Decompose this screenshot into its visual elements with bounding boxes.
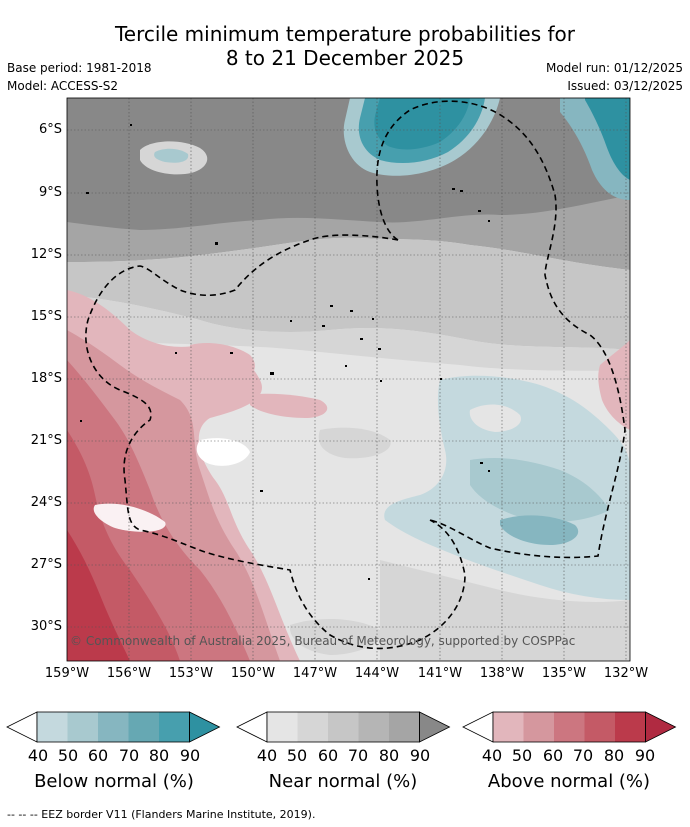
above-colorbar-segment bbox=[554, 712, 585, 742]
near-tick-60: 60 bbox=[317, 746, 339, 765]
graticule bbox=[67, 98, 630, 661]
near-normal-50-region bbox=[67, 295, 630, 371]
below-normal-north-core bbox=[374, 98, 470, 150]
lat-label-30s: 30°S bbox=[30, 619, 62, 634]
lon-label-135w: 135°W bbox=[541, 666, 587, 681]
near-normal-sliver bbox=[469, 404, 521, 432]
near-tick-90: 90 bbox=[409, 746, 431, 765]
near-colorbar-segment bbox=[328, 712, 359, 742]
above-normal-central-spot bbox=[190, 343, 255, 387]
colorbar-near bbox=[236, 711, 451, 743]
lon-label-138w: 138°W bbox=[479, 666, 525, 681]
colorbar-legend bbox=[6, 711, 677, 743]
below-normal-south-east-core bbox=[500, 515, 579, 545]
below-colorbar-segment bbox=[159, 712, 190, 742]
above-tick-50: 50 bbox=[511, 746, 533, 765]
near-normal-90-region bbox=[67, 98, 630, 230]
above-colorbar-over-triangle bbox=[645, 711, 677, 743]
lat-label-6s: 6°S bbox=[38, 122, 62, 137]
above-normal-80-region bbox=[67, 530, 130, 661]
near-tick-40: 40 bbox=[256, 746, 278, 765]
near-colorbar-segment bbox=[297, 712, 329, 742]
lat-label-27s: 27°S bbox=[30, 557, 62, 572]
title-line-2: 8 to 21 December 2025 bbox=[225, 46, 465, 70]
below-tick-50: 50 bbox=[57, 746, 79, 765]
copyright-credit: © Commonwealth of Australia 2025, Bureau… bbox=[70, 634, 576, 648]
lon-label-153w: 153°W bbox=[168, 666, 214, 681]
probability-map bbox=[66, 97, 631, 662]
above-tick-60: 60 bbox=[542, 746, 564, 765]
above-tick-40: 40 bbox=[481, 746, 503, 765]
below-normal-ne-core bbox=[585, 98, 630, 180]
model-name: Model: ACCESS-S2 bbox=[7, 79, 119, 93]
near-normal-center-blob bbox=[318, 427, 391, 459]
near-colorbar-frame bbox=[266, 711, 420, 743]
below-normal-south-east-inner bbox=[470, 458, 610, 522]
below-tick-40: 40 bbox=[27, 746, 49, 765]
eez-border bbox=[85, 100, 626, 650]
eez-footnote: -- -- -- EEZ border V11 (Flanders Marine… bbox=[7, 808, 316, 821]
near-normal-south-region bbox=[380, 560, 630, 661]
below-colorbar-under-triangle bbox=[6, 711, 38, 743]
near-normal-60-region bbox=[67, 237, 630, 350]
above-colorbar-segment bbox=[523, 712, 555, 742]
islands bbox=[80, 124, 490, 580]
lat-label-9s: 9°S bbox=[38, 185, 62, 200]
below-colorbar-segment bbox=[67, 712, 99, 742]
base-period: Base period: 1981-2018 bbox=[7, 61, 152, 75]
map-frame bbox=[66, 97, 631, 662]
colorbar-above bbox=[462, 711, 677, 743]
above-tick-80: 80 bbox=[603, 746, 625, 765]
lon-label-144w: 144°W bbox=[354, 666, 400, 681]
below-colorbar-over-triangle bbox=[189, 711, 221, 743]
above-tick-70: 70 bbox=[572, 746, 594, 765]
above-colorbar-frame bbox=[492, 711, 646, 743]
below-tick-90: 90 bbox=[179, 746, 201, 765]
near-tick-80: 80 bbox=[378, 746, 400, 765]
below-tick-60: 60 bbox=[87, 746, 109, 765]
lon-label-141w: 141°W bbox=[417, 666, 463, 681]
above-colorbar-segment bbox=[584, 712, 616, 742]
lat-label-21s: 21°S bbox=[30, 433, 62, 448]
above-normal-central-spot-2 bbox=[250, 393, 328, 418]
lat-label-18s: 18°S bbox=[30, 371, 62, 386]
near-colorbar-segment bbox=[358, 712, 390, 742]
below-colorbar-segment bbox=[37, 712, 68, 742]
map-title: Tercile minimum temperature probabilitie… bbox=[0, 22, 690, 70]
above-colorbar-segment bbox=[493, 712, 524, 742]
title-line-1: Tercile minimum temperature probabilitie… bbox=[114, 22, 576, 46]
issued-date: Issued: 03/12/2025 bbox=[567, 79, 683, 93]
above-tick-90: 90 bbox=[634, 746, 656, 765]
above-colorbar-segment bbox=[615, 712, 646, 742]
lat-label-24s: 24°S bbox=[30, 495, 62, 510]
white-gap-center bbox=[196, 438, 250, 466]
near-colorbar-over-triangle bbox=[419, 711, 451, 743]
below-normal-label: Below normal (%) bbox=[34, 771, 194, 792]
near-normal-label: Near normal (%) bbox=[268, 771, 418, 792]
below-colorbar-segment bbox=[98, 712, 129, 742]
near-colorbar-under-triangle bbox=[236, 711, 268, 743]
above-normal-label: Above normal (%) bbox=[487, 771, 651, 792]
below-tick-70: 70 bbox=[118, 746, 140, 765]
below-normal-small-blob bbox=[154, 148, 189, 163]
model-run: Model run: 01/12/2025 bbox=[545, 61, 683, 75]
meta-left: Base period: 1981-2018 Model: ACCESS-S2 bbox=[7, 59, 152, 95]
lat-label-12s: 12°S bbox=[30, 247, 62, 262]
lat-label-15s: 15°S bbox=[30, 309, 62, 324]
above-colorbar-under-triangle bbox=[462, 711, 494, 743]
lon-label-156w: 156°W bbox=[106, 666, 152, 681]
below-colorbar-frame bbox=[36, 711, 190, 743]
near-tick-70: 70 bbox=[347, 746, 369, 765]
lon-label-159w: 159°W bbox=[44, 666, 90, 681]
lon-label-147w: 147°W bbox=[292, 666, 338, 681]
below-colorbar-segment bbox=[128, 712, 160, 742]
lon-label-132w: 132°W bbox=[603, 666, 649, 681]
near-colorbar-segment bbox=[267, 712, 298, 742]
below-tick-80: 80 bbox=[148, 746, 170, 765]
meta-right: Model run: 01/12/2025 Issued: 03/12/2025 bbox=[546, 59, 683, 95]
lon-label-150w: 150°W bbox=[230, 666, 276, 681]
near-tick-50: 50 bbox=[286, 746, 308, 765]
colorbar-below bbox=[6, 711, 221, 743]
near-colorbar-segment bbox=[389, 712, 420, 742]
